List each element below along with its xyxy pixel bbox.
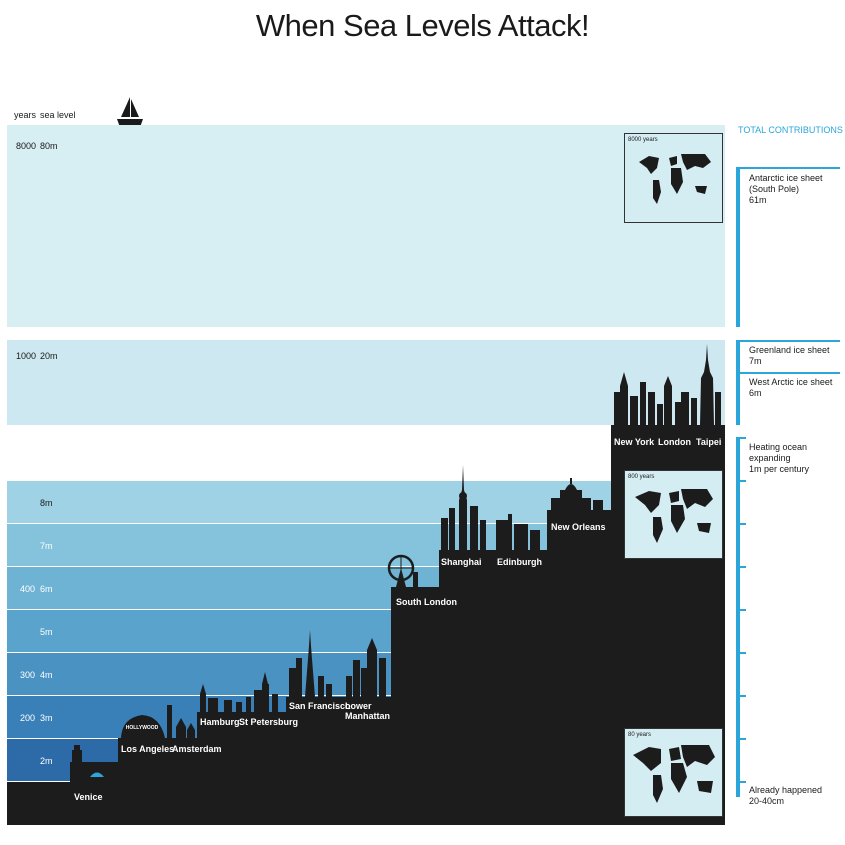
contribution-value: 1m per century bbox=[749, 464, 810, 474]
level-sea-label: 7m bbox=[40, 541, 53, 551]
contribution-greenland: Greenland ice sheet 7m bbox=[749, 345, 830, 367]
contribution-label-line2: expanding bbox=[749, 453, 791, 463]
contribution-antarctic: Antarctic ice sheet (South Pole) 61m bbox=[749, 173, 823, 206]
world-map-8000-years: 8000 years bbox=[624, 133, 723, 223]
mid-band-years: 1000 bbox=[16, 351, 37, 361]
city-label-lower-manhattan: Lower Manhattan bbox=[345, 701, 390, 721]
contribution-tick bbox=[736, 781, 746, 783]
contribution-value: 20-40cm bbox=[749, 796, 785, 806]
level-years-label: 400 bbox=[20, 584, 36, 594]
city-label-amsterdam: Amsterdam bbox=[172, 744, 222, 754]
contribution-tick bbox=[736, 652, 746, 654]
city-label-shanghai: Shanghai bbox=[441, 557, 482, 567]
map-caption-mid: 800 years bbox=[628, 474, 655, 480]
contribution-tick bbox=[736, 523, 746, 525]
world-map-80-years: 80 years bbox=[624, 728, 723, 817]
contribution-tick bbox=[736, 437, 746, 439]
contribution-bar-already bbox=[736, 783, 740, 797]
contribution-bar-antarctic bbox=[736, 168, 740, 327]
world-map-icon bbox=[635, 489, 713, 543]
contribution-tick bbox=[736, 480, 746, 482]
contribution-value: 61m bbox=[749, 195, 767, 205]
level-band-4m bbox=[7, 653, 725, 695]
contribution-label: Already happened bbox=[749, 785, 823, 795]
world-map-icon bbox=[633, 745, 715, 803]
city-label-london: London bbox=[658, 437, 691, 447]
level-band-2m bbox=[7, 739, 725, 781]
contributions-title: TOTAL CONTRIBUTIONS bbox=[738, 125, 843, 135]
level-sea-label: 6m bbox=[40, 584, 53, 594]
level-sea-label: 5m bbox=[40, 627, 53, 637]
level-band-8m bbox=[7, 481, 725, 523]
level-sea-label: 4m bbox=[40, 670, 53, 680]
city-label-new-orleans: New Orleans bbox=[551, 522, 606, 532]
level-sea-label: 8m bbox=[40, 498, 53, 508]
contribution-bar-west-arctic bbox=[736, 373, 740, 425]
world-map-800-years: 800 years bbox=[624, 470, 723, 559]
contribution-value: 7m bbox=[749, 356, 762, 366]
contribution-tick bbox=[736, 738, 746, 740]
contribution-tick bbox=[736, 609, 746, 611]
city-label-taipei: Taipei bbox=[696, 437, 722, 447]
level-years-label: 100 bbox=[20, 799, 36, 809]
level-years-label: 300 bbox=[20, 670, 36, 680]
contribution-value: 6m bbox=[749, 388, 762, 398]
mid-band-level: 20m bbox=[40, 351, 58, 361]
city-label-st-petersburg: St Petersburg bbox=[239, 717, 299, 727]
city-label-venice: Venice bbox=[74, 792, 103, 802]
sea-level-header: sea level bbox=[40, 110, 76, 120]
top-band-years: 8000 bbox=[16, 141, 37, 151]
map-caption-bottom: 80 years bbox=[628, 732, 652, 738]
city-label-los-angeles: Los Angeles bbox=[121, 744, 175, 754]
level-band-5m bbox=[7, 610, 725, 652]
contribution-label: Antarctic ice sheet bbox=[749, 173, 823, 183]
years-header: years bbox=[14, 110, 37, 120]
contribution-heating-ocean: Heating ocean expanding 1m per century bbox=[749, 442, 809, 475]
contribution-tick bbox=[736, 566, 746, 568]
contribution-label: Heating ocean bbox=[749, 442, 808, 452]
world-map-icon bbox=[639, 154, 711, 204]
contribution-tick bbox=[736, 372, 840, 374]
contribution-bar-greenland bbox=[736, 340, 740, 373]
band-1000-years bbox=[7, 340, 725, 425]
contribution-west-arctic: West Arctic ice sheet 6m bbox=[749, 377, 832, 399]
contribution-tick bbox=[736, 167, 840, 169]
contribution-already-happened: Already happened 20-40cm bbox=[749, 785, 822, 807]
chart-title: When Sea Levels Attack! bbox=[255, 8, 590, 43]
contribution-label: Greenland ice sheet bbox=[749, 345, 830, 355]
level-sea-label: 3m bbox=[40, 713, 53, 723]
contribution-tick bbox=[736, 340, 840, 342]
contribution-tick bbox=[736, 695, 746, 697]
city-label-hamburg: Hamburg bbox=[200, 717, 240, 727]
top-band-level: 80m bbox=[40, 141, 58, 151]
city-label-san-francisco: San Francisco bbox=[289, 701, 351, 711]
city-label-edinburgh: Edinburgh bbox=[497, 557, 542, 567]
contribution-label-line2: (South Pole) bbox=[749, 184, 800, 194]
level-years-label: 200 bbox=[20, 713, 36, 723]
map-caption-top: 8000 years bbox=[628, 137, 658, 143]
contribution-label: West Arctic ice sheet bbox=[749, 377, 833, 387]
level-band-1m bbox=[7, 782, 725, 824]
band-8000-years bbox=[7, 125, 725, 327]
level-sea-label: 2m bbox=[40, 756, 53, 766]
city-label-new-york: New York bbox=[614, 437, 655, 447]
level-band-6m bbox=[7, 567, 725, 609]
level-sea-label: 1m bbox=[40, 799, 53, 809]
city-label-south-london: South London bbox=[396, 597, 457, 607]
level-band-7m bbox=[7, 524, 725, 566]
